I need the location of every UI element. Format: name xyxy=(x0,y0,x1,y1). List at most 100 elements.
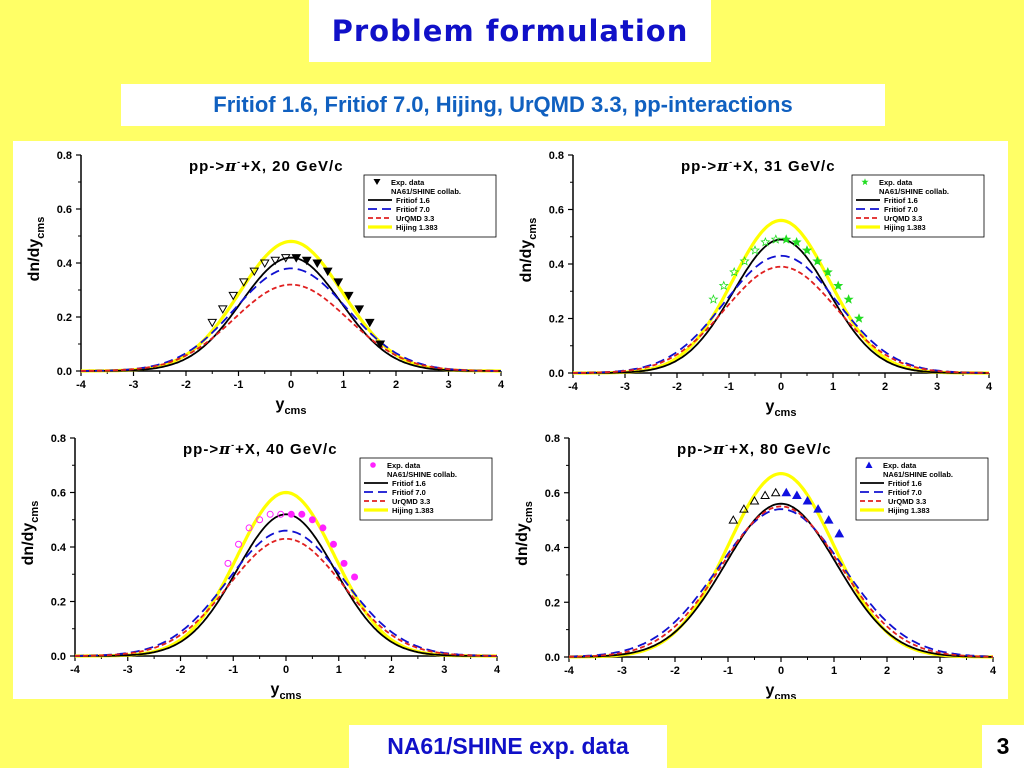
exp-reflected-point xyxy=(708,294,719,304)
x-tick-label: 0 xyxy=(778,665,784,677)
y-axis-label: dn/dycms xyxy=(518,218,539,283)
y-tick-label: 0.0 xyxy=(549,368,564,380)
slide-title: Problem formulation xyxy=(331,14,689,48)
exp-reflected-point xyxy=(718,280,729,291)
y-tick-label: 0.6 xyxy=(549,205,564,217)
exp-data-point xyxy=(340,559,348,567)
series-urqmd-3-3 xyxy=(81,283,501,372)
exp-data-point xyxy=(333,278,344,287)
legend-label: Fritiof 1.6 xyxy=(888,479,922,488)
x-tick-label: 2 xyxy=(884,665,890,677)
legend-label: Fritiof 7.0 xyxy=(392,488,426,497)
exp-data-point xyxy=(319,524,327,532)
exp-data-point xyxy=(791,236,802,247)
x-tick-label: 2 xyxy=(388,664,394,676)
exp-data-point xyxy=(287,510,295,518)
legend-label: UrQMD 3.3 xyxy=(884,214,922,223)
y-tick-label: 0.4 xyxy=(57,258,73,270)
exp-data-point xyxy=(843,294,854,304)
exp-reflected-point xyxy=(217,305,228,314)
x-axis-label: ycms xyxy=(276,396,307,417)
y-tick-label: 0.8 xyxy=(545,433,560,445)
page-number: 3 xyxy=(996,733,1010,759)
legend-label: Hijing 1.383 xyxy=(888,506,930,515)
y-tick-label: 0.8 xyxy=(57,150,72,162)
series-fritiof-1-6 xyxy=(81,256,501,372)
x-tick-label: -2 xyxy=(181,379,191,391)
x-tick-label: -3 xyxy=(620,381,630,393)
legend-marker xyxy=(373,179,381,185)
exp-reflected-point xyxy=(729,266,740,277)
charts-panel: -4 -3 -2 -1 0 1 2 3 4 0.0 0.2 0.4 0.6 0.8 ycms dn/dycms… xyxy=(13,141,1008,703)
x-axis-label: ycms xyxy=(766,398,797,419)
chart-title: pp->π-+X, 31 GeV/c xyxy=(681,157,836,175)
exp-reflected-point xyxy=(739,256,750,266)
series-urqmd-3-3 xyxy=(75,537,497,657)
exp-reflected-point xyxy=(259,259,270,269)
chart-title: pp->π-+X, 20 GeV/c xyxy=(189,157,344,175)
exp-data-point xyxy=(801,245,813,255)
legend-label: NA61/SHINE collab. xyxy=(883,470,953,479)
x-tick-label: -3 xyxy=(617,665,627,677)
x-tick-label: 1 xyxy=(340,379,346,391)
x-tick-label: 3 xyxy=(441,664,447,676)
exp-data-point xyxy=(308,516,316,524)
y-tick-label: 0.6 xyxy=(545,488,560,500)
legend-label: Exp. data xyxy=(387,461,421,470)
chart-title: pp->π-+X, 40 GeV/c xyxy=(183,440,338,458)
series-fritiof-1-6 xyxy=(573,238,989,374)
chart-1: -4 -3 -2 -1 0 1 2 3 4 0.0 0.2 0.4 0.6 0.8 ycms dn/dycms… xyxy=(26,150,505,417)
legend-label: Fritiof 7.0 xyxy=(396,205,430,214)
legend-label: Fritiof 7.0 xyxy=(888,488,922,497)
y-tick-label: 0.4 xyxy=(545,543,561,555)
x-tick-label: 2 xyxy=(882,381,888,393)
x-tick-label: -2 xyxy=(672,381,682,393)
exp-data-point xyxy=(813,504,823,513)
y-tick-label: 0.6 xyxy=(57,204,72,216)
series-fritiof-1-6 xyxy=(75,513,497,657)
legend-label: Hijing 1.383 xyxy=(884,223,926,232)
x-tick-label: 0 xyxy=(778,381,784,393)
legend-label: Hijing 1.383 xyxy=(396,223,438,232)
x-tick-label: 3 xyxy=(937,665,943,677)
exp-data-point xyxy=(301,256,312,266)
exp-data-point xyxy=(312,259,323,269)
exp-reflected-point xyxy=(280,254,291,263)
x-axis-label: ycms xyxy=(766,682,797,699)
y-tick-label: 0.0 xyxy=(51,651,66,663)
legend-label: UrQMD 3.3 xyxy=(396,214,434,223)
y-tick-label: 0.8 xyxy=(549,150,564,162)
legend-label: NA61/SHINE collab. xyxy=(879,187,949,196)
exp-reflected-point xyxy=(728,515,739,524)
x-tick-label: 0 xyxy=(288,379,294,391)
exp-data-point xyxy=(781,234,792,244)
exp-reflected-point xyxy=(749,495,760,505)
y-tick-label: 0.0 xyxy=(545,652,560,664)
x-tick-label: -4 xyxy=(76,379,87,391)
charts-svg: -4 -3 -2 -1 0 1 2 3 4 0.0 0.2 0.4 0.6 0.8 ycms dn/dycms… xyxy=(20,150,997,703)
series-hijing-1-383 xyxy=(81,239,501,373)
exp-reflected-point xyxy=(277,510,285,518)
footer-text: NA61/SHINE exp. data xyxy=(387,733,629,759)
exp-data-point xyxy=(375,340,386,350)
series-hijing-1-383 xyxy=(573,218,989,375)
chart-4: -4 -3 -2 -1 0 1 2 3 4 0.0 0.2 0.4 0.6 0.8 ycms dn/dycms… xyxy=(514,433,997,703)
series-fritiof-7-0 xyxy=(573,254,989,374)
legend-label: Fritiof 1.6 xyxy=(392,479,426,488)
exp-data-point xyxy=(329,540,337,548)
series-urqmd-3-3 xyxy=(573,265,989,374)
series-urqmd-3-3 xyxy=(569,505,993,658)
series-fritiof-7-0 xyxy=(569,508,993,658)
x-tick-label: 0 xyxy=(283,664,289,676)
x-tick-label: -1 xyxy=(228,664,238,676)
legend-label: UrQMD 3.3 xyxy=(392,497,430,506)
legend-marker xyxy=(865,461,873,468)
exp-reflected-point xyxy=(207,318,218,328)
exp-data-point xyxy=(833,280,844,291)
exp-data-point xyxy=(802,495,813,505)
exp-data-point xyxy=(853,313,865,323)
exp-data-point xyxy=(354,305,365,314)
x-tick-label: -1 xyxy=(723,665,733,677)
page-number-box: 3 xyxy=(982,725,1024,768)
y-tick-label: 0.2 xyxy=(545,597,560,609)
